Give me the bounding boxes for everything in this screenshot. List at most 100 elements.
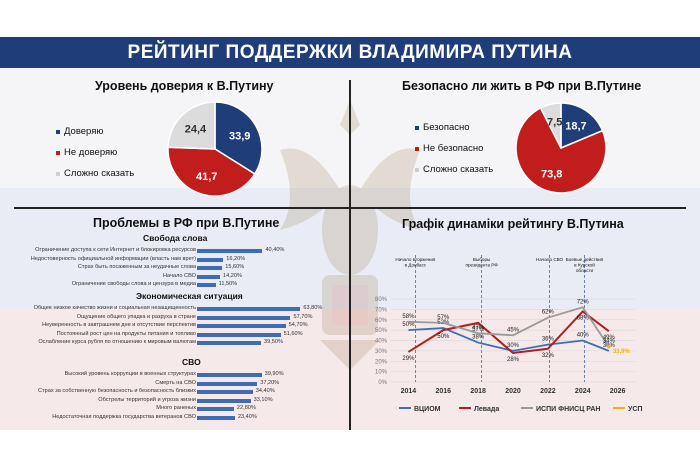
- y-tick-label: 30%: [375, 349, 388, 355]
- y-tick-label: 70%: [375, 307, 388, 313]
- legend-label: Сложно сказать: [423, 164, 494, 175]
- problem-value: 14,20%: [223, 272, 242, 279]
- problem-label: Постоянный рост цен на продукты питания …: [56, 330, 196, 337]
- problem-label: Высокий уровень коррупции в военных стру…: [64, 371, 196, 377]
- data-label: 50%: [437, 334, 450, 340]
- problem-label: Смерть на СВО: [155, 379, 196, 386]
- problem-value: 54,70%: [288, 322, 308, 329]
- legend-swatch: [415, 146, 419, 151]
- data-label: 57%: [437, 315, 450, 321]
- safety-panel-title: Безопасно ли жить в РФ при В.Путине: [402, 79, 642, 93]
- problem-value: 40,40%: [265, 247, 285, 253]
- problem-label: Недостаточная поддержка государства вете…: [52, 414, 196, 420]
- problem-value: 16,20%: [226, 255, 246, 262]
- data-label: 47%: [472, 325, 485, 331]
- data-label: 32%: [542, 353, 555, 359]
- safety-pie-chart: 18,7 73,8 7,5: [515, 102, 607, 194]
- legend-item: Доверяю: [56, 121, 134, 142]
- x-tick-label: 2016: [435, 388, 451, 395]
- legend-item: Не доверяю: [56, 142, 134, 163]
- data-label: 38%: [472, 335, 485, 341]
- event-label: Боевые действия в Курской области: [566, 256, 604, 273]
- problem-bar: [197, 257, 224, 262]
- y-tick-label: 80%: [375, 297, 388, 303]
- data-label: 50%: [402, 322, 415, 328]
- problem-value: 15,60%: [225, 264, 245, 271]
- data-label: 62%: [542, 310, 555, 316]
- problem-bar: [197, 398, 251, 403]
- legend-label: УСП: [628, 406, 642, 413]
- problem-label: Неуверенность в завтрашнем дне и отсутст…: [42, 322, 196, 329]
- problem-label: Начало СВО: [163, 272, 196, 279]
- problem-bar: [197, 407, 234, 412]
- problem-label: Ограничение свободы слова и цензура в ме…: [71, 281, 196, 288]
- data-label: 33,9%: [613, 349, 631, 355]
- data-label: 58%: [402, 314, 415, 320]
- problem-label: Обстрелы территорий и угроза жизни: [98, 396, 196, 403]
- rating-line-chart: 0% 10% 20% 30% 40% 50% 60% 70% 80% 2014 2016 2018 20…: [375, 255, 642, 413]
- problem-value: 63,80%: [303, 305, 323, 311]
- problem-value: 23,40%: [237, 414, 257, 420]
- x-tick-label: 2022: [540, 388, 556, 395]
- problem-value: 22,80%: [236, 405, 256, 412]
- y-tick-label: 50%: [375, 328, 388, 334]
- pie-value-label: 7,5: [547, 117, 562, 129]
- x-tick-label: 2024: [575, 388, 591, 395]
- problem-value: 11,50%: [218, 281, 238, 288]
- y-tick-label: 40%: [375, 339, 388, 345]
- legend-label: ИСПИ ФНИСЦ РАН: [536, 406, 600, 413]
- page-title: РЕЙТИНГ ПОДДЕРЖКИ ВЛАДИМИРА ПУТИНА: [0, 37, 700, 68]
- legend-label: Сложно сказать: [64, 168, 135, 179]
- x-tick-label: 2020: [505, 388, 521, 395]
- y-tick-label: 20%: [375, 359, 388, 365]
- problem-bar: [197, 249, 263, 253]
- problem-value: 37,20%: [260, 379, 280, 386]
- legend-label: Безопасно: [423, 122, 470, 133]
- data-label: 45%: [507, 327, 520, 333]
- problem-bar: [197, 274, 220, 279]
- event-label: Начало вторжения в Донбасс: [395, 257, 436, 268]
- legend-swatch: [56, 129, 60, 134]
- data-label: 28%: [507, 357, 520, 363]
- problem-bar: [197, 324, 286, 329]
- data-label: 49%: [603, 335, 616, 341]
- legend-label: Не безопасно: [423, 143, 484, 154]
- legend-label: ВЦИОМ: [414, 406, 441, 413]
- legend-swatch: [56, 171, 60, 176]
- legend-swatch: [415, 167, 419, 172]
- x-tick-label: 2014: [401, 388, 417, 395]
- problem-label: Страх за собственную безопасность и безо…: [38, 388, 196, 395]
- pie-value-label: 73,8: [541, 168, 562, 180]
- data-label: 72%: [577, 299, 590, 305]
- pie-slice: [167, 146, 256, 197]
- y-tick-label: 60%: [375, 318, 388, 324]
- data-label: 40%: [577, 333, 590, 339]
- pie-value-label: 18,7: [565, 121, 586, 133]
- pie-value-label: 24,4: [185, 124, 207, 136]
- pie-slice: [539, 102, 562, 149]
- problem-bar: [197, 315, 291, 320]
- vertical-divider: [349, 80, 351, 430]
- dynamics-panel-title: Графік динаміки рейтингу В.Путина: [402, 217, 624, 231]
- y-tick-label: 10%: [375, 370, 388, 376]
- event-label: Выборы президента РФ: [465, 257, 498, 268]
- problem-bar: [197, 373, 262, 377]
- problem-bar: [197, 416, 235, 420]
- problem-label: Общее низкое качество жизни и социальная…: [33, 305, 196, 311]
- legend-swatch: [415, 125, 419, 130]
- trust-pie-chart: 33,9 41,7 24,4: [167, 101, 263, 197]
- problem-value: 39,50%: [263, 339, 283, 346]
- data-label: 34%: [603, 339, 616, 345]
- problem-value: 33,10%: [253, 396, 273, 403]
- problem-bar: [197, 283, 216, 288]
- pie-slice: [560, 102, 604, 150]
- safety-legend: Безопасно Не безопасно Сложно сказать: [415, 117, 493, 180]
- data-label: 30%: [507, 343, 520, 349]
- problem-label: Ослабление курса рубля по отношению к ми…: [38, 339, 196, 346]
- trust-panel-title: Уровень доверия к В.Путину: [95, 79, 274, 93]
- series-line: [408, 306, 610, 348]
- trust-legend: Доверяю Не доверяю Сложно сказать: [56, 121, 134, 184]
- problem-label: Ощущение общего упадка и разруха в стран…: [76, 313, 196, 320]
- legend-label: Левада: [474, 406, 499, 413]
- series-line: [407, 310, 610, 354]
